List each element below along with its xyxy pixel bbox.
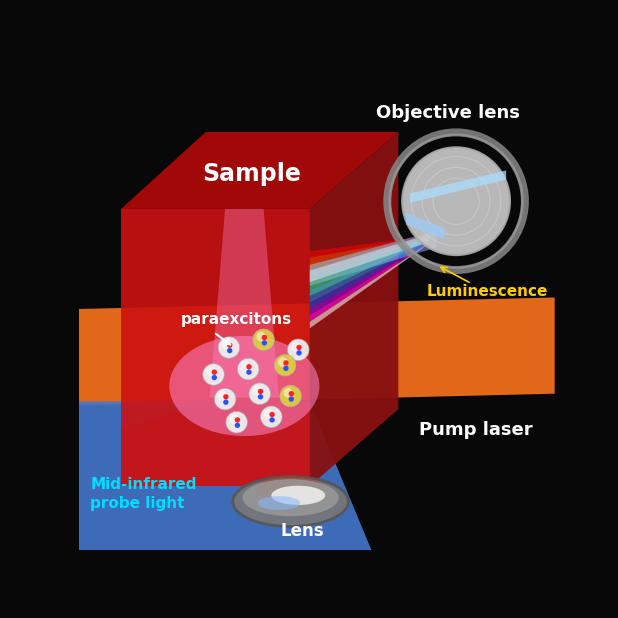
- Text: Sample: Sample: [203, 163, 302, 186]
- Circle shape: [269, 417, 275, 423]
- Ellipse shape: [256, 476, 325, 504]
- Circle shape: [291, 342, 301, 352]
- Polygon shape: [79, 402, 371, 550]
- Circle shape: [227, 348, 232, 353]
- Text: Lens: Lens: [281, 522, 324, 540]
- Circle shape: [235, 417, 240, 423]
- Ellipse shape: [258, 496, 300, 510]
- Ellipse shape: [169, 336, 320, 436]
- Circle shape: [289, 391, 294, 396]
- Circle shape: [211, 375, 217, 380]
- Polygon shape: [310, 242, 429, 322]
- Circle shape: [258, 394, 263, 399]
- Circle shape: [402, 147, 510, 255]
- Ellipse shape: [242, 479, 339, 516]
- Polygon shape: [310, 239, 429, 283]
- Circle shape: [226, 412, 247, 433]
- Polygon shape: [121, 397, 310, 486]
- Circle shape: [274, 355, 296, 376]
- Ellipse shape: [233, 476, 349, 527]
- Circle shape: [253, 386, 262, 396]
- Circle shape: [249, 383, 271, 405]
- Circle shape: [289, 396, 294, 402]
- Circle shape: [280, 385, 302, 407]
- Circle shape: [218, 391, 227, 401]
- Circle shape: [223, 399, 229, 405]
- Polygon shape: [310, 231, 437, 286]
- Polygon shape: [310, 240, 429, 303]
- Circle shape: [283, 366, 289, 371]
- Polygon shape: [310, 241, 429, 309]
- Text: paraexcitons: paraexcitons: [181, 311, 292, 326]
- Circle shape: [237, 358, 259, 380]
- Ellipse shape: [271, 486, 325, 505]
- Circle shape: [269, 412, 275, 417]
- Circle shape: [246, 370, 252, 375]
- Circle shape: [283, 360, 289, 366]
- Polygon shape: [310, 239, 429, 290]
- Circle shape: [261, 406, 282, 428]
- Circle shape: [287, 339, 309, 360]
- Circle shape: [229, 414, 239, 424]
- Circle shape: [296, 350, 302, 355]
- Circle shape: [261, 335, 267, 340]
- Polygon shape: [121, 209, 310, 486]
- Polygon shape: [410, 171, 506, 203]
- Circle shape: [284, 388, 293, 398]
- Circle shape: [222, 339, 232, 349]
- Polygon shape: [406, 213, 444, 240]
- Circle shape: [296, 345, 302, 350]
- Polygon shape: [310, 242, 429, 315]
- Circle shape: [246, 364, 252, 370]
- Circle shape: [214, 388, 236, 410]
- Circle shape: [223, 394, 229, 399]
- Polygon shape: [79, 297, 555, 405]
- Text: Pump laser: Pump laser: [418, 421, 532, 439]
- Circle shape: [218, 337, 240, 358]
- Polygon shape: [310, 234, 429, 282]
- Circle shape: [264, 409, 274, 418]
- Text: Luminescence: Luminescence: [426, 284, 548, 298]
- Polygon shape: [121, 132, 399, 209]
- Circle shape: [253, 329, 274, 350]
- Circle shape: [241, 361, 251, 371]
- Circle shape: [235, 423, 240, 428]
- Text: Mid-infrared
probe light: Mid-infrared probe light: [90, 477, 197, 510]
- Circle shape: [278, 357, 288, 367]
- Circle shape: [211, 370, 217, 375]
- Circle shape: [206, 366, 216, 376]
- Polygon shape: [310, 243, 429, 328]
- Polygon shape: [310, 237, 429, 271]
- Polygon shape: [310, 236, 429, 258]
- Polygon shape: [310, 238, 429, 277]
- Polygon shape: [310, 132, 399, 486]
- Circle shape: [261, 340, 267, 345]
- Polygon shape: [210, 209, 279, 397]
- Polygon shape: [310, 240, 429, 296]
- Circle shape: [227, 342, 232, 348]
- Circle shape: [258, 389, 263, 394]
- Circle shape: [203, 363, 224, 385]
- Polygon shape: [310, 237, 429, 264]
- Circle shape: [256, 332, 266, 342]
- Text: Objective lens: Objective lens: [376, 104, 520, 122]
